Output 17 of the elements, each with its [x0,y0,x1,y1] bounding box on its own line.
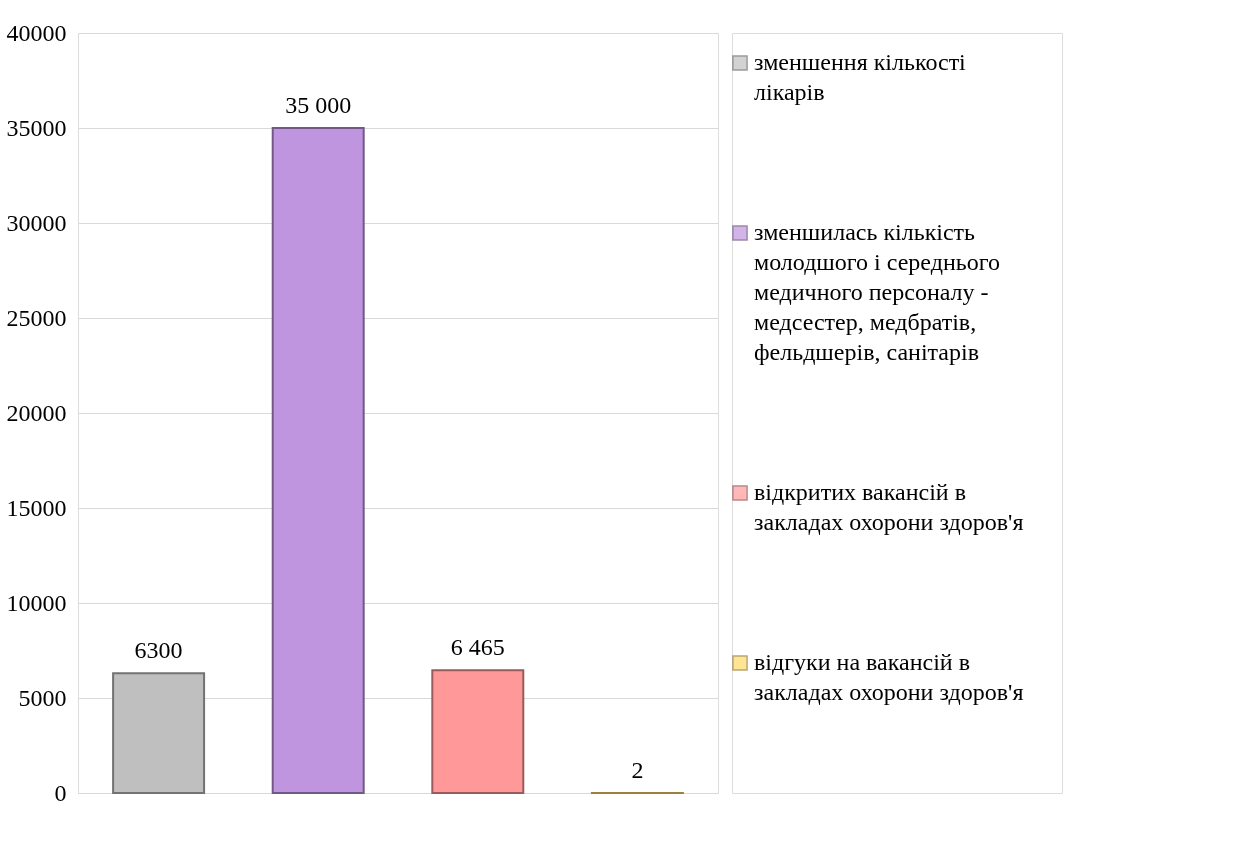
y-tick-label: 35000 [6,114,67,141]
y-tick-label: 30000 [6,209,67,236]
y-tick-label: 10000 [6,589,67,616]
data-label: 6300 [134,637,183,664]
data-label: 35 000 [285,92,352,118]
y-tick-label: 20000 [6,399,67,426]
data-label: 6 465 [450,634,505,661]
y-tick-label: 15000 [6,494,67,521]
y-tick-label: 40000 [6,19,67,46]
data-label: 2 [631,756,644,783]
legend-label: зменшення кількості лікарів [754,49,967,105]
y-tick-label: 0 [54,779,67,806]
legend-label: відгуки на вакансій в закладах охорони здоров'я [754,649,1024,705]
y-tick-label: 5000 [18,684,67,711]
legend-label: відкритих вакансій в закладах охорони здоров'я [754,479,1024,535]
legend-label: зменшилась кількість молодшого і середнього медичного персоналу - медсестер, медбратів, фельдшерів, санітарів [754,219,1000,365]
y-tick-label: 25000 [6,304,67,331]
